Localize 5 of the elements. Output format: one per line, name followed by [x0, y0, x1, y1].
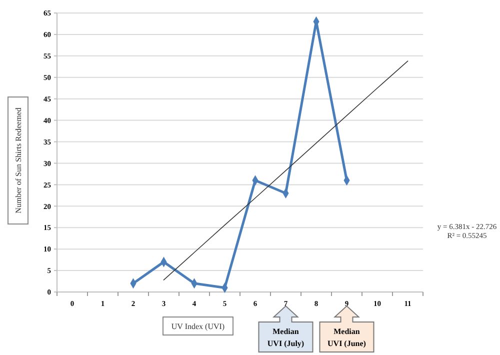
- y-axis-title: Number of Sun Shirts Redeemed: [14, 108, 23, 214]
- line-series: [163, 60, 408, 280]
- text: Median UVI (July): [267, 327, 304, 348]
- x-axis-title: UV Index (UVI): [171, 322, 225, 331]
- text: Median UVI (June): [328, 327, 366, 348]
